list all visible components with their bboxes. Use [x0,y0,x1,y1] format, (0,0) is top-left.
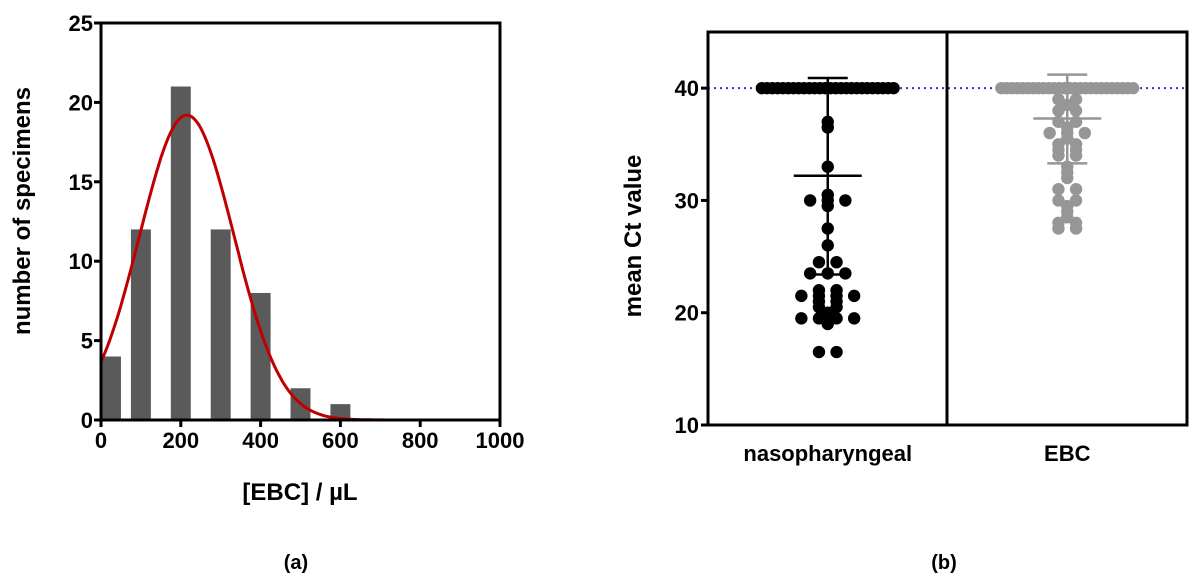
data-point [1043,126,1056,140]
scatter-y-ticks: 10 20 30 40 [675,76,708,438]
histogram-y-tick-label: 20 [69,90,93,115]
histogram-x-tick-label: 200 [162,428,199,453]
data-point [812,289,826,303]
histogram-ylabel: number of specimens [9,87,36,335]
histogram-bar [250,292,271,420]
histogram-x-tick-label: 400 [242,428,279,453]
scatter-series-EBC [995,73,1140,235]
data-point [830,312,843,325]
histogram-xlabel: [EBC] / µL [242,479,357,506]
data-point [1069,93,1083,106]
histogram-y-tick-label: 15 [69,170,93,195]
data-point [1069,143,1083,157]
scatter-y-tick-label: 10 [675,413,699,438]
histogram-bar [101,356,121,420]
data-point [1052,143,1065,157]
histogram-bars [101,86,351,421]
category-label: EBC [1044,441,1091,466]
data-point [830,255,843,269]
histogram-bar [210,229,231,420]
data-point [1069,183,1083,196]
data-point [1052,93,1065,106]
histogram-y-tick-label: 10 [69,249,93,274]
data-point [1061,199,1074,213]
panel-label-b: (b) [931,552,957,574]
data-point [821,306,834,319]
data-point [830,345,843,359]
data-point [1052,194,1065,207]
data-point [839,194,852,207]
data-point [1078,126,1092,140]
data-point [795,312,808,325]
data-point [812,312,826,325]
data-point [821,317,834,331]
histogram-y-tick-label: 5 [81,329,93,354]
category-label: nasopharyngeal [743,441,912,466]
data-point [830,300,843,314]
histogram-x-ticks: 0 200 400 600 800 1000 [95,420,525,453]
data-point [1052,222,1065,235]
scatter-categories: nasopharyngeal EBC [743,441,1090,466]
scatter-panel: mean Ct value 10 20 30 40 nasopharyngeal EBC… [620,30,1189,574]
data-point [887,81,900,95]
gaussian-fit-curve [99,113,500,422]
data-point [1061,211,1074,224]
scatter-y-tick-label: 20 [675,301,699,326]
data-point [812,255,826,269]
data-point [1052,183,1065,196]
histogram-y-tick-label: 0 [81,408,93,433]
data-point [847,312,861,325]
panel-label-a: (a) [284,552,308,574]
data-point [812,345,826,359]
data-point [1126,81,1140,95]
scatter-series-nasopharyngeal [755,76,900,359]
histogram-x-tick-label: 800 [402,428,439,453]
histogram-x-tick-label: 0 [95,428,107,453]
histogram-bar [130,229,151,420]
data-point [1069,194,1083,207]
data-point [1069,222,1083,235]
scatter-y-tick-label: 40 [675,76,699,101]
scatter-series [755,73,1140,359]
data-point [795,289,808,303]
data-point [847,289,861,303]
histogram-panel: number of specimens 0 5 10 15 20 25 0 200 400 60… [9,11,524,574]
histogram-x-tick-label: 600 [322,428,359,453]
data-point [1052,104,1065,117]
data-point [812,300,826,314]
data-point [830,289,843,303]
data-point [803,194,817,207]
data-point [1069,104,1083,117]
histogram-plot-frame [99,21,502,422]
histogram-y-ticks: 0 5 10 15 20 25 [69,11,101,433]
histogram-y-tick-label: 25 [69,11,93,36]
histogram-bar [330,404,351,420]
histogram-x-tick-label: 1000 [476,428,525,453]
data-point [1061,166,1074,179]
scatter-ylabel: mean Ct value [620,155,647,318]
histogram-bar [170,86,191,421]
scatter-y-tick-label: 30 [675,188,699,213]
